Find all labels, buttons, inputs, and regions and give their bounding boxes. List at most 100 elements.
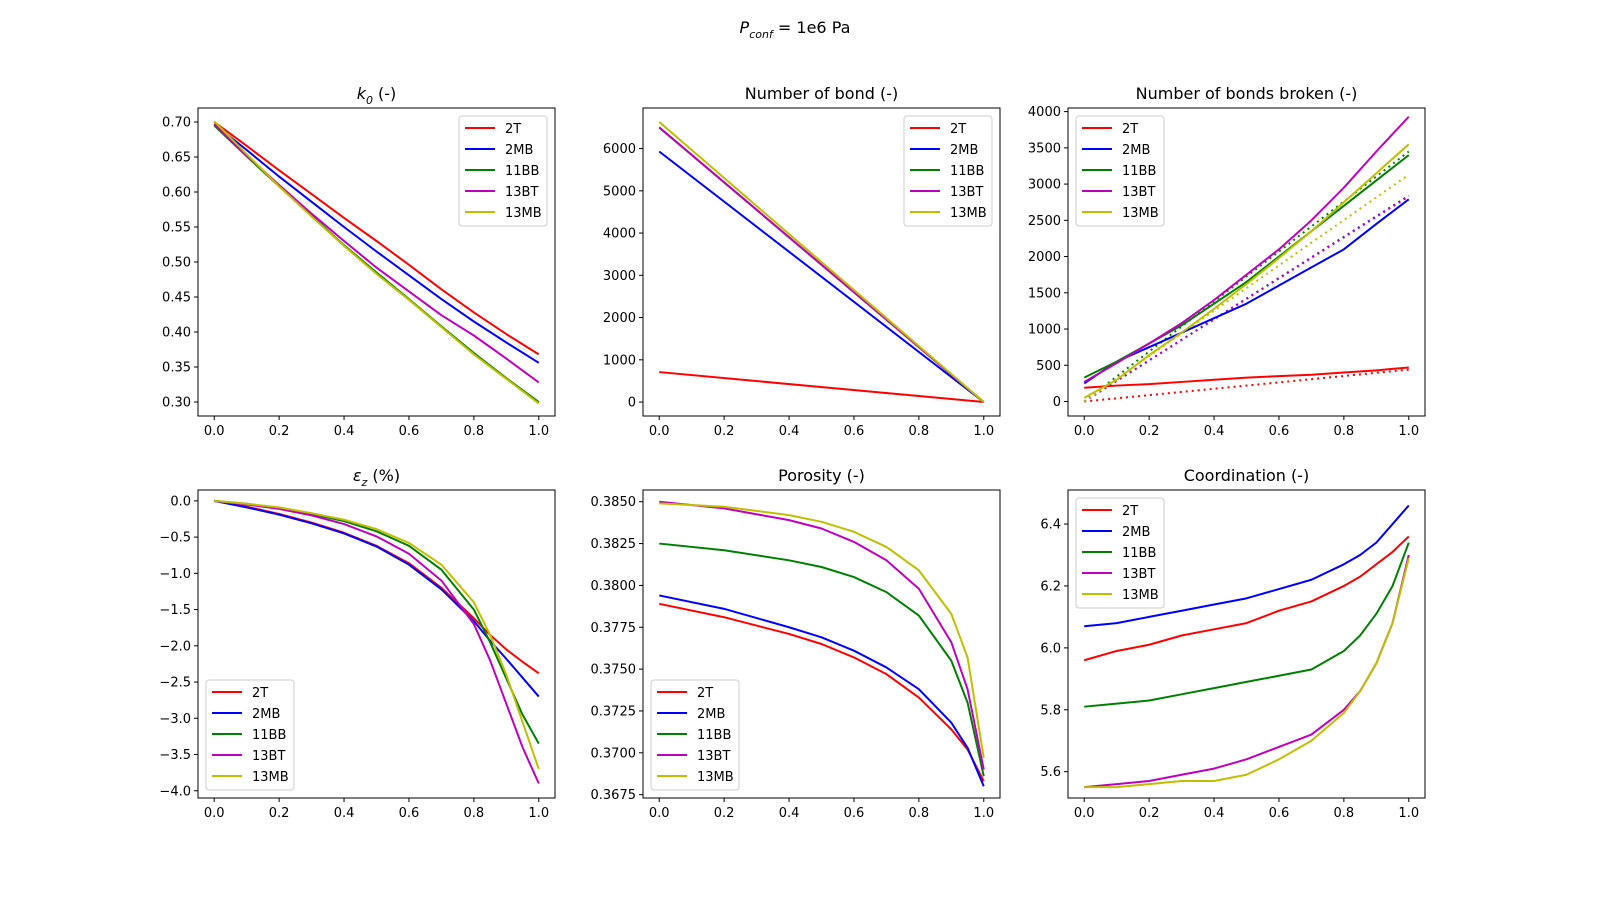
subplot-frame (1067, 489, 1426, 799)
x-tick-label: 0.8 (1334, 424, 1355, 439)
legend-label-2MB: 2MB (252, 707, 280, 722)
legend-label-2T: 2T (1122, 504, 1138, 519)
x-tick-label: 0.0 (1074, 424, 1095, 439)
subplots-area: k0 (-)0.0 0.2 0.4 0.6 0.8 1.00.300.350.400.45… (159, 84, 1426, 821)
figure-suptitle: Pconf = 1e6 Pa (740, 18, 851, 41)
x-tick-label: 0.2 (1139, 424, 1160, 439)
legend-label-13BT: 13BT (1122, 185, 1155, 200)
subplot-title: Number of bonds broken (-) (1136, 84, 1358, 103)
y-tick-label: −2.0 (159, 639, 191, 654)
y-tick-label: 0.3750 (591, 663, 637, 678)
y-tick-label: 5.6 (1040, 765, 1061, 780)
legend-label-2T: 2T (950, 122, 966, 137)
y-tick-label: 0 (1053, 395, 1061, 410)
x-tick-label: 0.0 (204, 424, 225, 439)
x-tick-label: 0.0 (204, 806, 225, 821)
y-tick-label: 6.0 (1040, 641, 1061, 656)
y-tick-label: 0.3700 (591, 746, 637, 761)
legend-label-13BT: 13BT (1122, 567, 1155, 582)
legend-box (458, 115, 548, 227)
subplot-frame (1067, 107, 1426, 417)
y-tick-label: −4.0 (159, 784, 191, 799)
subplot-title-rest: (-) (373, 84, 396, 103)
subplot-title-main: Porosity (-) (778, 466, 865, 485)
subplot-title: Porosity (-) (778, 466, 865, 485)
suptitle-rest: = 1e6 Pa (773, 18, 851, 37)
y-tick-label: 0.40 (162, 326, 191, 341)
x-tick-label: 1.0 (528, 806, 549, 821)
y-tick-label: 0.3775 (591, 621, 637, 636)
y-tick-label: 3000 (603, 269, 636, 284)
legend-label-13MB: 13MB (697, 770, 734, 785)
series-line-2MB (659, 594, 985, 787)
subplot-frame (197, 489, 556, 799)
x-tick-label: 0.0 (649, 424, 670, 439)
suptitle-main: P (740, 18, 750, 37)
x-tick-label: 0.4 (334, 806, 355, 821)
x-tick-label: 1.0 (1398, 424, 1419, 439)
series-line-2MB (213, 123, 540, 364)
y-tick-label: −3.5 (159, 748, 191, 763)
legend-label-11BB: 11BB (505, 164, 539, 179)
series-line-2T (659, 371, 984, 404)
x-tick-label: 0.8 (909, 424, 930, 439)
legend-label-13BT: 13BT (697, 749, 730, 764)
series-line-2MB (1083, 198, 1410, 385)
subplot-1: k0 (-) 0.0 0.2 0.4 0.6 0.8 1.0 0.30 0.35 0.40 0.45… (162, 84, 556, 439)
series-line-2MB (214, 499, 540, 698)
x-tick-label: 0.0 (649, 806, 670, 821)
legend-label-11BB: 11BB (252, 728, 286, 743)
subplot-frame (642, 107, 1001, 417)
fit-line-2T (1084, 368, 1409, 403)
legend-label-2T: 2T (252, 686, 268, 701)
series-line-2T (1084, 366, 1409, 389)
y-tick-label: 2000 (1028, 250, 1061, 265)
subplot-frame (642, 489, 1001, 799)
x-tick-label: 0.2 (269, 806, 290, 821)
subplot-4: εz (%) 0.0 0.2 0.4 0.6 0.8 1.0 0.0 −0.5 −1.0 −1.5 −… (159, 466, 556, 821)
y-tick-label: 0.3725 (591, 704, 637, 719)
subplot-title-main: Number of bond (-) (745, 84, 898, 103)
y-tick-label: −1.0 (159, 567, 191, 582)
legend-box (1075, 497, 1165, 609)
y-tick-label: −2.5 (159, 676, 191, 691)
y-tick-label: −0.5 (159, 531, 191, 546)
x-tick-label: 0.6 (1269, 806, 1290, 821)
subplot-title-rest: (%) (367, 466, 400, 485)
legend-label-2T: 2T (697, 686, 713, 701)
legend: 2T 2MB 11BB 13BT 13MB (903, 115, 993, 227)
series-line-13MB (659, 502, 985, 758)
series-line-13MB (1084, 557, 1410, 789)
subplot-title-main: Number of bonds broken (-) (1136, 84, 1358, 103)
y-tick-label: 0.0 (170, 494, 191, 509)
legend-label-2MB: 2MB (505, 143, 533, 158)
x-tick-label: 0.4 (1204, 424, 1225, 439)
legend: 2T 2MB 11BB 13BT 13MB (1075, 497, 1165, 609)
series-lines (1083, 116, 1410, 403)
series-lines (658, 121, 985, 404)
y-tick-label: 2000 (603, 311, 636, 326)
y-tick-label: 6000 (603, 142, 636, 157)
x-tick-label: 0.8 (909, 806, 930, 821)
y-tick-label: 0.3675 (591, 788, 637, 803)
legend-label-11BB: 11BB (950, 164, 984, 179)
y-tick-label: 4000 (603, 227, 636, 242)
x-tick-label: 0.4 (1204, 806, 1225, 821)
y-tick-label: 0.65 (162, 151, 191, 166)
legend-box (650, 679, 740, 791)
x-tick-label: 1.0 (528, 424, 549, 439)
legend-label-13BT: 13BT (252, 749, 285, 764)
series-lines (214, 499, 540, 784)
x-tick-label: 0.2 (1139, 806, 1160, 821)
series-line-13MB (213, 120, 540, 405)
y-tick-label: 1000 (603, 353, 636, 368)
x-tick-label: 0.8 (1334, 806, 1355, 821)
y-tick-label: −3.0 (159, 712, 191, 727)
x-tick-label: 1.0 (973, 424, 994, 439)
y-tick-label: 1000 (1028, 323, 1061, 338)
legend-label-2MB: 2MB (950, 143, 978, 158)
series-line-13MB (1083, 143, 1410, 399)
subplot-title-main: k (357, 84, 367, 103)
subplot-title-main: Coordination (-) (1184, 466, 1310, 485)
y-tick-label: 1500 (1028, 286, 1061, 301)
